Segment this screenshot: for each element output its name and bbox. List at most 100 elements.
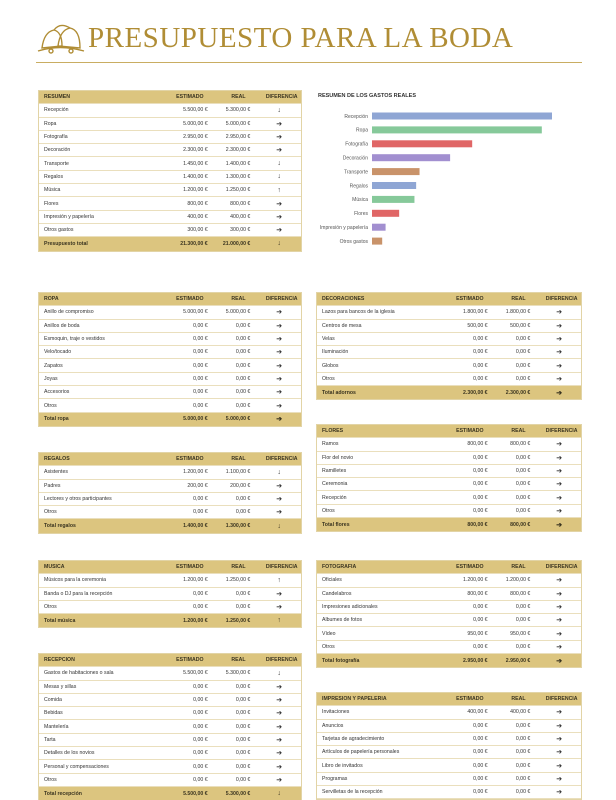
cell: 800,00 € [510,441,531,448]
cell: ➔ [556,643,563,651]
cell: 0,00 € [515,762,531,769]
cell: ➔ [276,496,283,504]
table: RECEPCIÓN ESTIMADO REAL DIFERENCIA Gastos de… [38,653,302,800]
cell: 0,00 € [193,402,208,409]
cell: 1.250,00 € [225,187,251,194]
cell: 0,00 € [193,710,208,717]
cell: ➔ [276,416,283,424]
cell: Artículos de papelería personales [322,749,400,756]
head-row: RESUMEN ESTIMADO REAL DIFERENCIA [39,91,301,105]
cell: 0,00 € [193,590,208,597]
data-row: Bebidas 0,00 € 0,00 € ➔ [39,707,301,721]
data-row: Lazos para bancos de la iglesia 1.800,00 … [317,306,581,320]
cell: 0,00 € [515,736,531,743]
cell: ↓ [277,160,281,168]
cell: 0,00 € [515,454,531,461]
cell: ➔ [556,507,563,515]
data-row: Libro de invitados 0,00 € 0,00 € ➔ [317,759,581,773]
head-row: REGALOS ESTIMADO REAL DIFERENCIA [39,453,301,467]
cell: Oficiales [322,577,342,584]
cell: ➔ [276,362,283,370]
title-rule [36,62,582,63]
cell: 5.300,00 € [225,670,251,677]
data-row: Otros 0,00 € 0,00 € ➔ [39,774,301,787]
cell: Asistentes [44,469,68,476]
cell: 0,00 € [235,509,251,516]
cell: 800,00 € [467,521,488,528]
cell: ➔ [556,454,563,462]
cell: Impresiones adicionales [322,604,378,611]
cell: ESTIMADO [176,564,204,571]
cell: 0,00 € [515,349,531,356]
data-row: Tarta 0,00 € 0,00 € ➔ [39,734,301,748]
cell: 0,00 € [515,604,531,611]
cell: 2.950,00 € [225,134,251,141]
cell: ↓ [277,669,281,677]
cell: Otros [322,375,335,382]
table: DECORACIONES ESTIMADO REAL DIFERENCIA Lazos … [316,292,582,401]
table: RESUMEN ESTIMADO REAL DIFERENCIA Recepción 5.… [38,90,302,252]
data-row: Zapatos 0,00 € 0,00 € ➔ [39,359,301,373]
cell: 0,00 € [235,736,251,743]
table: MÚSICA ESTIMADO REAL DIFERENCIA Músicos para… [38,560,302,629]
cell: Joyas [44,375,58,382]
cell: ➔ [556,322,563,330]
cell: 0,00 € [515,775,531,782]
cell: 0,00 € [515,507,531,514]
data-row: Otros 0,00 € 0,00 € ➔ [317,641,581,655]
cell: Anuncios [322,722,344,729]
cell: Anillos de boda [44,322,80,329]
cell: 0,00 € [515,789,531,796]
cell: REAL [231,456,246,463]
cell: 0,00 € [193,336,208,343]
head-row: FLORES ESTIMADO REAL DIFERENCIA [317,425,581,439]
cell: 5.000,00 € [225,416,251,423]
cell: 0,00 € [193,683,208,690]
data-row: Impresión y papelería 400,00 € 400,00 € ➔ [39,211,301,224]
bar-label: Otros gastos [340,239,369,245]
cell: 0,00 € [473,507,488,514]
cell: 5.000,00 € [225,309,251,316]
cell: Mesas y sillas [44,683,77,690]
data-row: Velas 0,00 € 0,00 € ➔ [317,333,581,347]
chart-title: RESUMEN DE LOS GASTOS REALES [318,93,416,99]
cell: 0,00 € [235,362,251,369]
data-row: Álbumes de fotos 0,00 € 0,00 € ➔ [317,614,581,628]
data-row: Anillo de compromiso 5.000,00 € 5.000,00 €… [39,306,301,320]
cell: ➔ [276,336,283,344]
cell: Esmoquin, traje o vestidos [44,336,105,343]
cell: Transporte [44,160,69,167]
cell: 400,00 € [467,709,488,716]
cell: 0,00 € [515,362,531,369]
cell: Globos [322,362,339,369]
table: ROPA ESTIMADO REAL DIFERENCIA Anillo de comp… [38,292,302,427]
cell: 0,00 € [473,454,488,461]
cell: MÚSICA [44,564,65,571]
head-row: DECORACIONES ESTIMADO REAL DIFERENCIA [317,293,581,307]
cell: ➔ [556,775,563,783]
cell: Total adornos [322,389,356,396]
data-row: Impresiones adicionales 0,00 € 0,00 € ➔ [317,601,581,615]
cell: 2.300,00 € [183,147,208,154]
cell: 0,00 € [193,604,208,611]
data-row: Padres 200,00 € 200,00 € ➔ [39,480,301,493]
cell: 0,00 € [193,375,208,382]
cell: Músicos para la ceremonia [44,577,106,584]
data-row: Otros 0,00 € 0,00 € ➔ [39,399,301,413]
cell: ➔ [276,763,283,771]
cell: Bebidas [44,710,63,717]
cell: ➔ [276,375,283,383]
cell: ➔ [276,120,283,128]
cell: 0,00 € [235,389,251,396]
chart: RESUMEN DE LOS GASTOS REALES Recepción Ro… [318,93,552,245]
cell: 0,00 € [473,336,488,343]
cell: 950,00 € [467,630,488,637]
cell: 2.300,00 € [225,147,251,154]
total-row: Total flores 800,00 € 800,00 € ➔ [317,518,581,532]
cell: ➔ [276,389,283,397]
cell: REAL [231,296,246,303]
data-row: Programas 0,00 € 0,00 € ➔ [317,773,581,787]
cell: 1.200,00 € [463,577,488,584]
cell: 0,00 € [473,362,488,369]
cell: 0,00 € [515,375,531,382]
